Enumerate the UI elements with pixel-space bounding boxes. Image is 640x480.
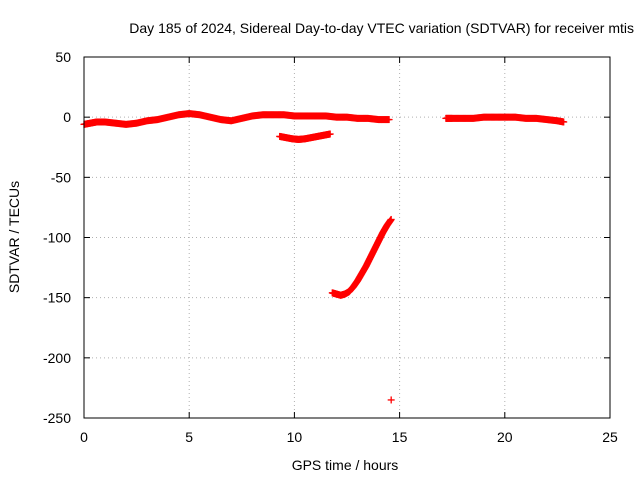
y-tick-label: -250 [43,410,71,426]
x-tick-label: 10 [287,429,303,445]
data-point [387,396,395,404]
y-tick-label: -50 [51,169,71,185]
x-tick-label: 15 [392,429,408,445]
plot-frame [83,56,611,419]
x-tick-label: 0 [80,429,88,445]
y-tick-label: 50 [55,49,71,65]
y-tick-label: -200 [43,350,71,366]
data-point [560,118,568,126]
x-tick-label: 20 [497,429,513,445]
y-tick-label: -150 [43,290,71,306]
axis-ticks: 0 5 10 15 20 25 50 0 -50 -100 -150 -200 -250 [43,49,618,445]
data-point [385,116,393,124]
data-point [326,130,334,138]
y-tick-label: -100 [43,230,71,246]
x-tick-label: 5 [185,429,193,445]
data-point [387,215,395,223]
grid-lines [84,57,610,418]
plot-area [80,110,568,404]
y-tick-label: 0 [63,109,71,125]
chart-title: Day 185 of 2024, Sidereal Day-to-day VTE… [129,20,634,36]
x-axis-label: GPS time / hours [292,457,399,473]
x-tick-label: 25 [602,429,618,445]
y-axis-label: SDTVAR / TECUs [6,181,22,293]
